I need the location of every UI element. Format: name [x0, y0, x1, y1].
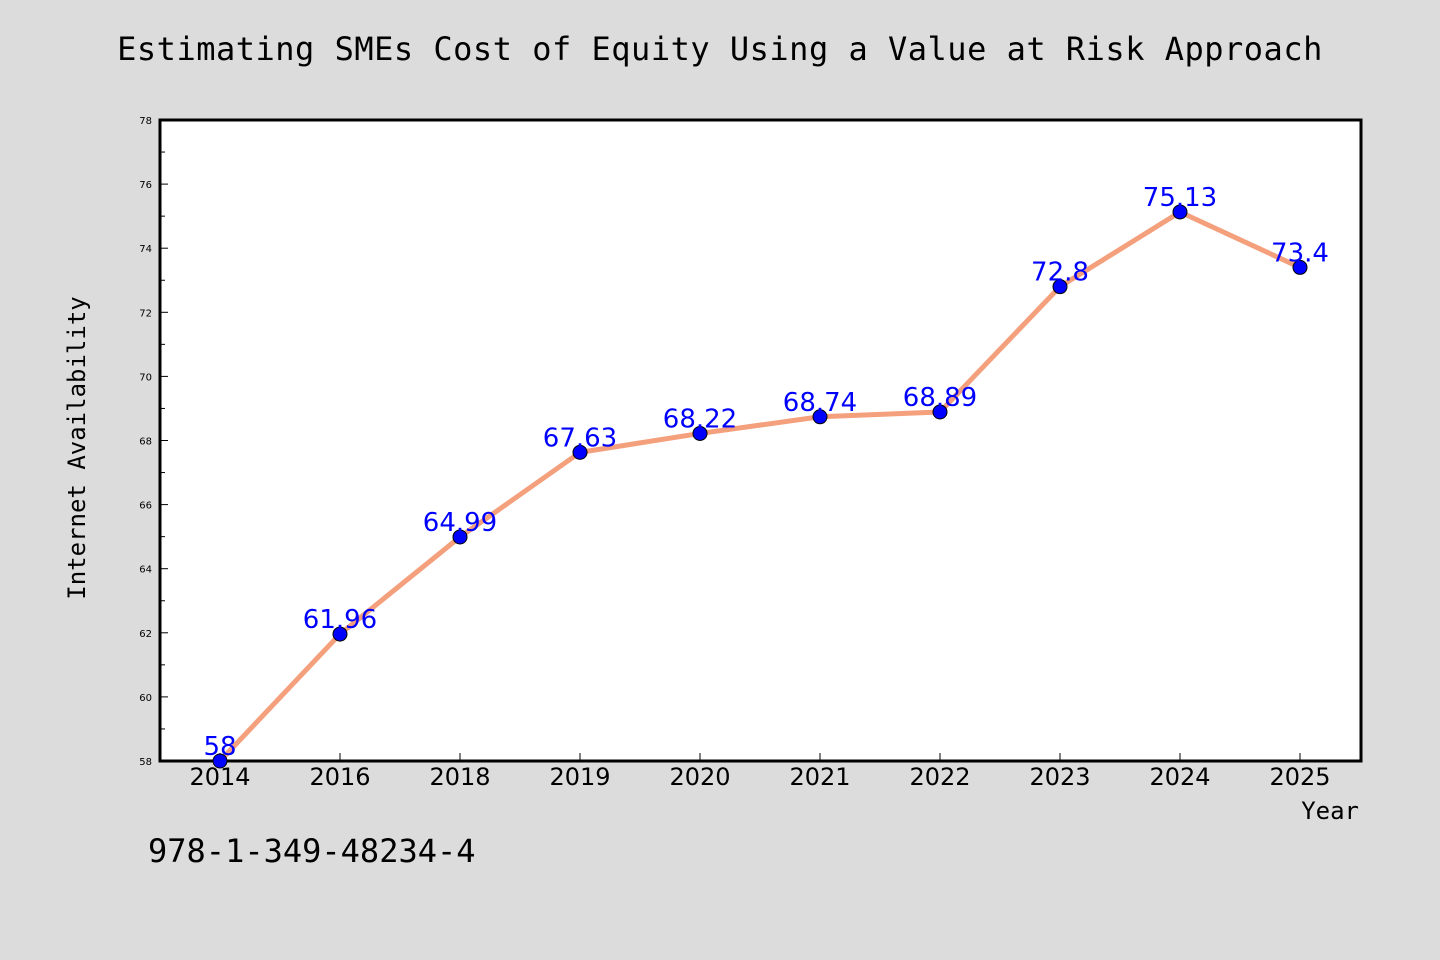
series-line-group — [217, 209, 1303, 764]
y-axis: 58 60 62 64 66 68 70 72 74 76 78 — [139, 116, 168, 768]
x-tick-label: 2024 — [1149, 763, 1210, 791]
chart-title: Estimating SMEs Cost of Equity Using a V… — [117, 30, 1323, 68]
series-line — [217, 209, 1303, 764]
data-point — [332, 626, 348, 642]
data-point — [1292, 259, 1308, 275]
x-tick-label: 2016 — [309, 763, 370, 791]
data-label: 64.99 — [423, 508, 497, 538]
data-label: 73.4 — [1271, 238, 1329, 268]
data-point — [1052, 279, 1068, 295]
series-points-group — [212, 204, 1308, 769]
x-axis: 2014 2016 2018 2019 2020 2021 2022 2023 2024 2025 — [189, 753, 1331, 791]
y-axis-label: Internet Availability — [63, 296, 91, 599]
x-tick-label: 2018 — [429, 763, 490, 791]
data-point — [1172, 204, 1188, 220]
data-label: 58 — [203, 732, 236, 762]
x-tick-label: 2022 — [909, 763, 970, 791]
y-tick-label: 66 — [139, 501, 152, 512]
data-label: 68.22 — [663, 404, 737, 434]
y-tick-label: 78 — [139, 116, 152, 127]
data-label: 75.13 — [1143, 183, 1217, 213]
data-point — [452, 529, 468, 545]
y-tick-label: 64 — [139, 565, 152, 576]
data-point — [932, 404, 948, 420]
data-label: 61.96 — [303, 605, 377, 635]
data-label: 67.63 — [543, 423, 617, 453]
isbn-text: 978-1-349-48234-4 — [148, 832, 476, 870]
y-tick-label: 62 — [139, 629, 152, 640]
y-tick-label: 60 — [139, 693, 152, 704]
y-tick-label: 72 — [139, 308, 152, 319]
x-tick-label: 2021 — [789, 763, 850, 791]
data-point — [212, 753, 228, 769]
data-point — [812, 409, 828, 425]
data-label: 68.89 — [903, 383, 977, 413]
x-axis-label: Year — [1301, 797, 1359, 825]
data-point — [572, 444, 588, 460]
y-tick-label: 58 — [139, 757, 152, 768]
x-tick-label: 2023 — [1029, 763, 1090, 791]
data-label: 72.8 — [1031, 258, 1089, 288]
x-tick-label: 2025 — [1269, 763, 1330, 791]
data-label: 68.74 — [783, 388, 857, 418]
x-tick-label: 2019 — [549, 763, 610, 791]
y-tick-label: 76 — [139, 180, 152, 191]
y-tick-label: 70 — [139, 372, 152, 383]
y-tick-label: 74 — [139, 244, 152, 255]
x-tick-label: 2020 — [669, 763, 730, 791]
data-point — [692, 425, 708, 441]
y-tick-label: 68 — [139, 437, 152, 448]
data-labels-group: 58 61.96 64.99 67.63 68.22 68.74 68.89 72.8 75.1… — [203, 183, 1328, 762]
